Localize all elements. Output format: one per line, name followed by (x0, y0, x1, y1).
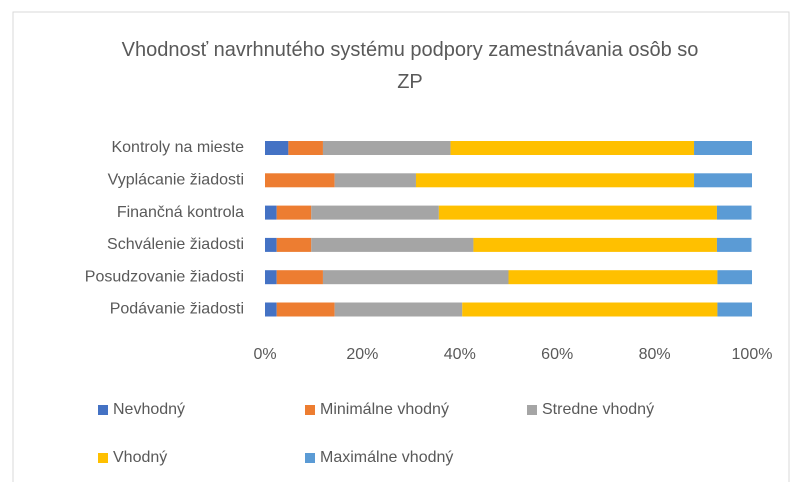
legend-label: Stredne vhodný (542, 401, 654, 418)
bar-segment (311, 205, 439, 220)
bar-segment (276, 237, 312, 252)
x-tick-label: 80% (639, 346, 671, 363)
bar-segment (473, 237, 717, 252)
bar-segment (276, 270, 323, 285)
legend-label: Vhodný (113, 449, 167, 466)
x-tick-label: 20% (346, 346, 378, 363)
bar-segment (694, 141, 752, 155)
y-tick-label: Podávanie žiadosti (110, 301, 244, 318)
bar-segment (717, 302, 752, 317)
legend-label: Nevhodný (113, 401, 185, 418)
bar-segment (717, 270, 752, 285)
legend-swatch (98, 453, 108, 463)
bar-segment (265, 173, 335, 188)
legend-swatch (305, 405, 315, 415)
y-tick-label: Posudzovanie žiadosti (85, 268, 244, 285)
bar-segment (450, 141, 695, 155)
y-tick-label: Vyplácanie žiadosti (108, 172, 244, 189)
legend-swatch (98, 405, 108, 415)
bar-segment (265, 205, 277, 220)
bar-segment (265, 141, 289, 155)
bar-segment (462, 302, 718, 317)
x-tick-label: 0% (253, 346, 276, 363)
bar-segment (288, 141, 323, 155)
x-tick-label: 100% (732, 346, 773, 363)
bar-segment (716, 237, 752, 252)
x-tick-label: 60% (541, 346, 573, 363)
bar-segment (334, 302, 463, 317)
bar-segment (276, 302, 335, 317)
chart-title: Vhodnosť navrhnutého systému podpory zam… (121, 39, 699, 93)
legend-label: Maximálne vhodný (320, 449, 453, 466)
legend-swatch (305, 453, 315, 463)
bar-segment (415, 173, 695, 188)
bar-segment (322, 141, 451, 155)
bar-segment (438, 205, 717, 220)
bar-segment (276, 205, 312, 220)
bar-segment (311, 237, 474, 252)
y-tick-label: Schválenie žiadosti (107, 236, 244, 253)
bar-segment (508, 270, 718, 285)
y-tick-label: Kontroly na mieste (111, 139, 244, 156)
legend-label: Minimálne vhodný (320, 401, 449, 418)
bar-segment (265, 237, 277, 252)
y-tick-label: Finančná kontrola (117, 204, 244, 221)
x-tick-label: 40% (444, 346, 476, 363)
legend-swatch (527, 405, 537, 415)
bar-segment (334, 173, 416, 188)
bar-segment (694, 173, 752, 188)
bar-segment (265, 302, 277, 317)
bar-segment (716, 205, 752, 220)
bar-segment (322, 270, 509, 285)
bar-segment (265, 270, 277, 285)
chart-border (12, 11, 790, 482)
